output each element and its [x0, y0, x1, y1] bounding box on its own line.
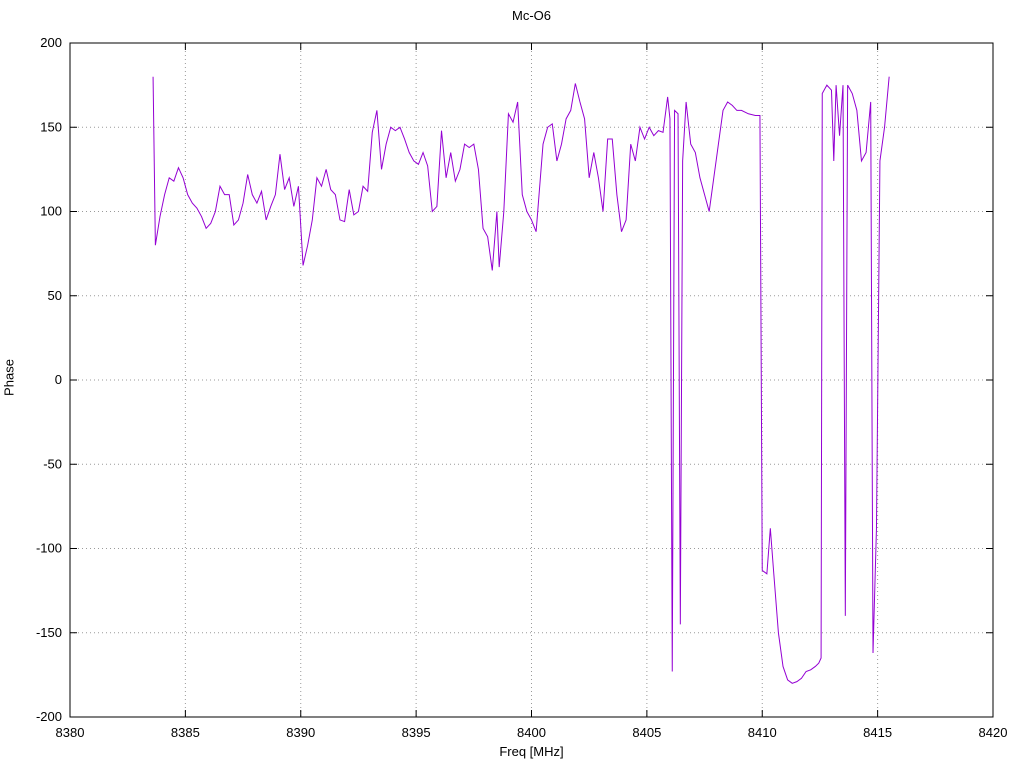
x-tick-label: 8380	[56, 725, 85, 740]
y-tick-label: 150	[40, 119, 62, 134]
y-tick-label: -50	[43, 456, 62, 471]
x-tick-label: 8410	[748, 725, 777, 740]
x-tick-label: 8390	[286, 725, 315, 740]
chart-title: Mc-O6	[512, 8, 551, 23]
phase-data-line	[152, 76, 890, 684]
y-tick-label: 200	[40, 35, 62, 50]
y-tick-label: 100	[40, 204, 62, 219]
plot-border	[69, 42, 994, 718]
y-tick-label: -100	[36, 541, 62, 556]
y-axis-label: Phase	[1, 359, 17, 396]
x-tick-label: 8400	[517, 725, 546, 740]
x-tick-label: 8415	[863, 725, 892, 740]
y-tick-label: -200	[36, 709, 62, 724]
x-tick-label: 8385	[171, 725, 200, 740]
y-tick-label: 50	[48, 288, 62, 303]
x-tick-label: 8395	[402, 725, 431, 740]
x-tick-label: 8420	[979, 725, 1008, 740]
x-tick-label: 8405	[632, 725, 661, 740]
y-tick-label: -150	[36, 625, 62, 640]
x-axis-label: Freq [MHz]	[499, 744, 564, 759]
y-tick-label: 0	[55, 372, 62, 387]
